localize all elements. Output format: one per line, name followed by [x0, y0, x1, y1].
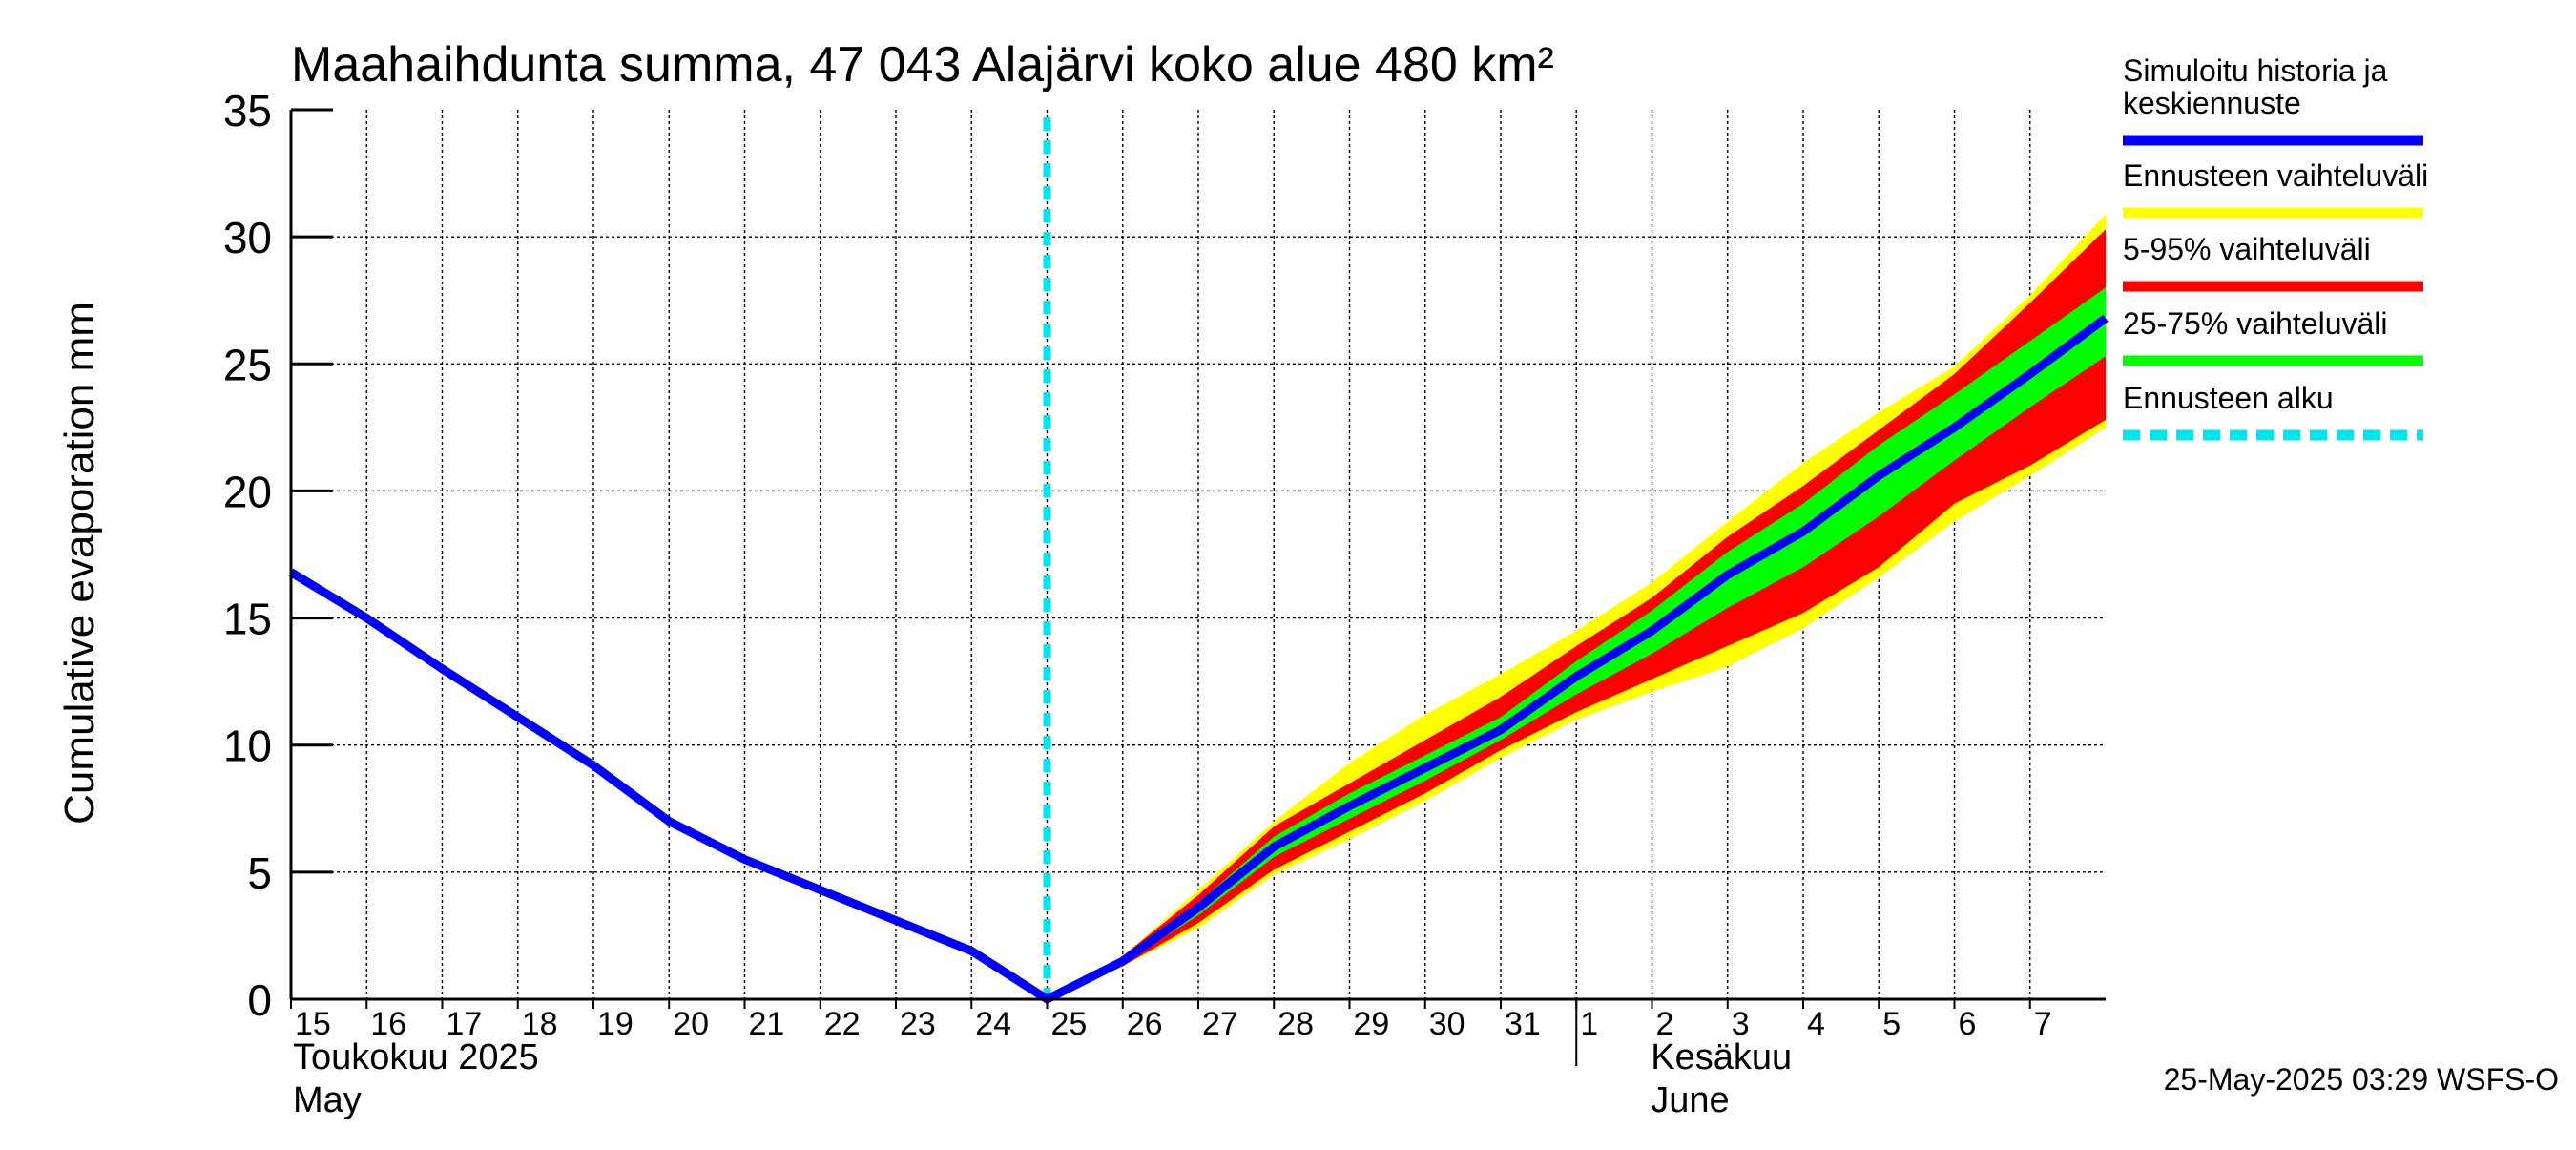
- legend-label: 5-95% vaihteluväli: [2123, 232, 2371, 266]
- legend-entry: 5-95% vaihteluväli: [2123, 232, 2423, 286]
- footer-timestamp: 25-May-2025 03:29 WSFS-O: [2164, 1062, 2559, 1097]
- x-tick-label: 29: [1354, 1006, 1390, 1042]
- x-tick-label: 26: [1127, 1006, 1163, 1042]
- x-tick-label: 4: [1807, 1006, 1825, 1042]
- legend-entry: 25-75% vaihteluväli: [2123, 306, 2423, 361]
- month-label-english: June: [1651, 1080, 1729, 1120]
- month-label-english: May: [293, 1080, 362, 1120]
- legend-label: Ennusteen alku: [2123, 381, 2334, 415]
- y-tick-label: 15: [223, 595, 272, 644]
- y-axis-label: Cumulative evaporation mm: [56, 302, 103, 825]
- x-tick-label: 19: [597, 1006, 634, 1042]
- legend-entry: Ennusteen vaihteluväli: [2123, 158, 2428, 213]
- x-tick-label: 6: [1959, 1006, 1977, 1042]
- x-tick-label: 1: [1580, 1006, 1598, 1042]
- x-tick-label: 30: [1429, 1006, 1465, 1042]
- x-tick-label: 23: [900, 1006, 936, 1042]
- x-tick-label: 20: [673, 1006, 709, 1042]
- x-tick-label: 31: [1505, 1006, 1541, 1042]
- legend-entry: Ennusteen alku: [2123, 381, 2423, 435]
- x-tick-label: 7: [2034, 1006, 2052, 1042]
- legend-label: 25-75% vaihteluväli: [2123, 306, 2388, 341]
- x-tick-label: 27: [1202, 1006, 1238, 1042]
- legend-label: Simuloitu historia ja: [2123, 53, 2388, 88]
- y-tick-label: 10: [223, 721, 272, 771]
- y-tick-label: 35: [223, 86, 272, 136]
- x-tick-label: 22: [824, 1006, 861, 1042]
- y-tick-label: 0: [247, 975, 272, 1025]
- x-tick-label: 28: [1278, 1006, 1314, 1042]
- x-tick-label: 24: [975, 1006, 1011, 1042]
- x-tick-label: 21: [749, 1006, 785, 1042]
- month-label-local: Toukokuu 2025: [293, 1037, 539, 1077]
- y-tick-label: 25: [223, 340, 272, 389]
- month-label-local: Kesäkuu: [1651, 1037, 1792, 1077]
- legend-label: Ennusteen vaihteluväli: [2123, 158, 2428, 193]
- x-tick-label: 5: [1882, 1006, 1901, 1042]
- x-tick-label: 25: [1051, 1006, 1088, 1042]
- chart-title: Maahaihdunta summa, 47 043 Alajärvi koko…: [291, 37, 1554, 93]
- y-tick-label: 20: [223, 467, 272, 516]
- y-tick-label: 5: [247, 848, 272, 898]
- legend-label: keskiennuste: [2123, 86, 2301, 120]
- y-tick-label: 30: [223, 213, 272, 262]
